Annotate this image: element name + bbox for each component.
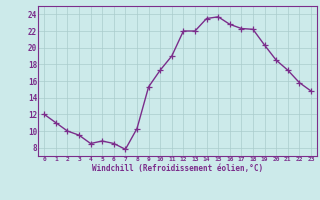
X-axis label: Windchill (Refroidissement éolien,°C): Windchill (Refroidissement éolien,°C): [92, 164, 263, 173]
